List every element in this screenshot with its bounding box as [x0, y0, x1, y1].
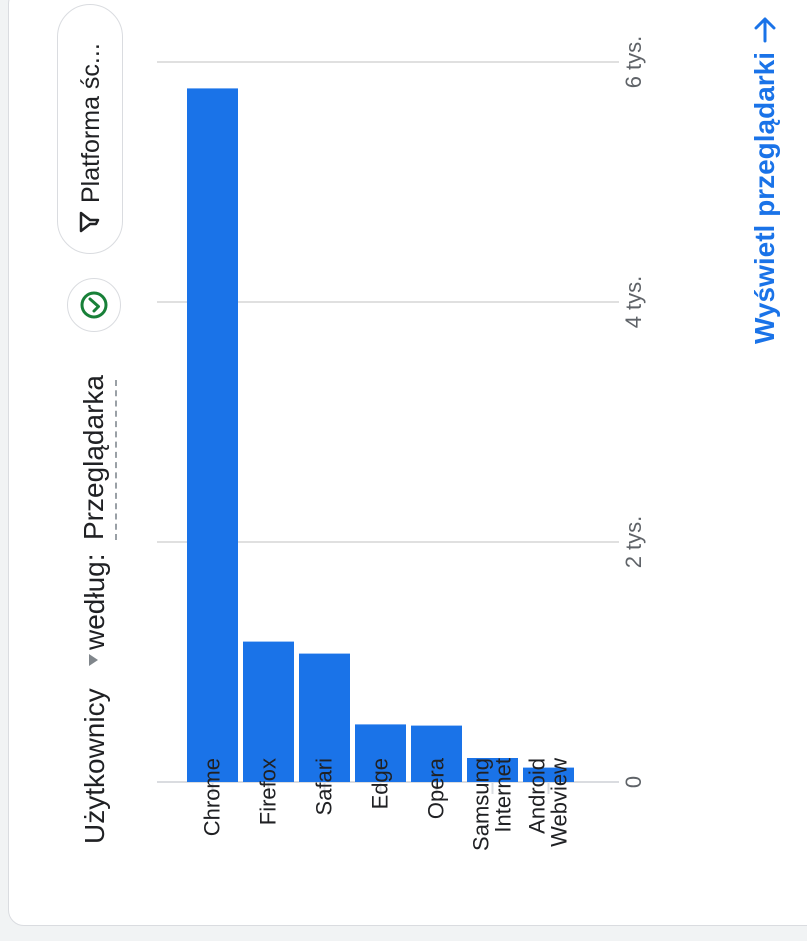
- bar[interactable]: [243, 641, 294, 782]
- x-tick-label: SamsungInternet: [469, 758, 516, 851]
- card-content: Użytkownicy według: Przeglądarka Platfor…: [9, 0, 807, 930]
- x-tick-label: Safari: [312, 758, 337, 815]
- y-tick-label: 0: [621, 776, 646, 788]
- y-tick-label: 4 tys.: [621, 276, 646, 329]
- bar[interactable]: [187, 88, 238, 782]
- x-tick-label: Chrome: [200, 758, 225, 836]
- filter-chip[interactable]: Platforma śc...: [57, 4, 123, 254]
- filter-icon: [79, 211, 100, 233]
- x-tick-label: AndroidWebview: [525, 758, 572, 847]
- bar[interactable]: [299, 653, 350, 782]
- bar[interactable]: [411, 725, 462, 782]
- y-tick-label: 2 tys.: [621, 516, 646, 569]
- x-tick-label: Firefox: [256, 758, 281, 825]
- y-tick-label: 6 tys.: [621, 36, 646, 89]
- comparison-button[interactable]: [67, 278, 121, 332]
- x-tick-label: Opera: [424, 757, 449, 819]
- check-circle-icon: [80, 291, 108, 319]
- view-browsers-link[interactable]: Wyświetl przeglądarki: [749, 51, 780, 344]
- arrow-right-icon[interactable]: [751, 14, 779, 44]
- bar[interactable]: [467, 758, 518, 782]
- bar[interactable]: [523, 767, 574, 782]
- bar[interactable]: [355, 724, 406, 782]
- bar-chart: 0 2 tys. 4 tys. 6 tys. Chrome Firefox Safari Ed…: [157, 36, 646, 851]
- report-card: Użytkownicy według: Przeglądarka Platfor…: [8, 0, 807, 926]
- x-tick-label: Edge: [368, 758, 393, 809]
